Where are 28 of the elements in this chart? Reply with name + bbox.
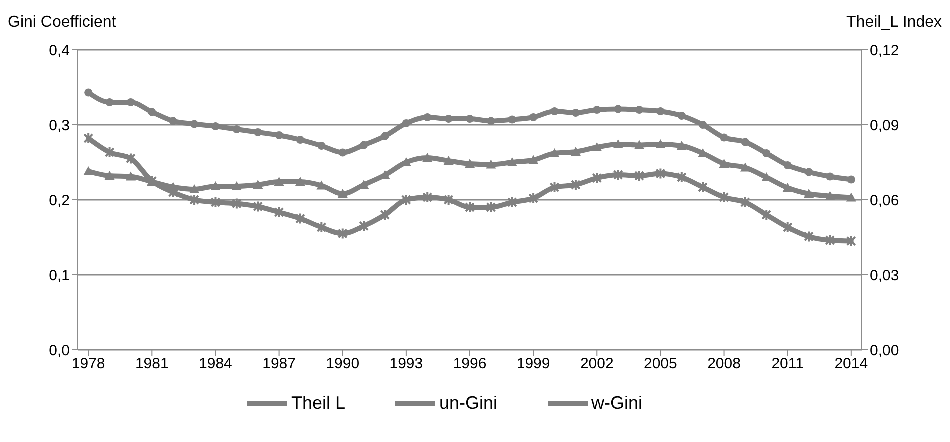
y2-tick-label: 0,00 [870, 342, 900, 360]
y2-axis-title: Theil_L Index [846, 14, 942, 32]
x-tick-label: 1981 [135, 356, 169, 373]
y-axis-title: Gini Coefficient [8, 14, 116, 32]
y-tick-label: 0,0 [49, 342, 70, 360]
x-tick-label: 2014 [834, 356, 868, 373]
y2-tick-label: 0,03 [870, 267, 900, 284]
y2-tick-label: 0,06 [870, 192, 900, 210]
x-tick-label: 1993 [390, 356, 424, 373]
y2-tick-label: 0,09 [870, 117, 900, 134]
x-tick-label: 1978 [72, 356, 106, 373]
x-tick-label: 1990 [326, 356, 360, 373]
y-tick-label: 0,2 [49, 192, 70, 210]
x-tick-label: 2008 [708, 356, 741, 373]
y-tick-label: 0,1 [49, 267, 70, 284]
x-tick-label: 2005 [644, 356, 678, 373]
x-tick-label: 1984 [199, 356, 232, 373]
y-tick-label: 0,3 [49, 117, 70, 134]
x-tick-label: 1996 [453, 356, 487, 373]
x-tick-label: 2002 [580, 356, 614, 373]
legend-label: un-Gini [439, 392, 498, 413]
x-tick-label: 2011 [772, 356, 804, 373]
y2-tick-label: 0,12 [870, 42, 900, 60]
x-tick-label: 1987 [262, 356, 296, 373]
x-tick-label: 1999 [516, 356, 550, 373]
legend-label: Theil L [291, 392, 346, 413]
legend-label: w-Gini [592, 392, 643, 413]
y-tick-label: 0,4 [49, 42, 70, 60]
